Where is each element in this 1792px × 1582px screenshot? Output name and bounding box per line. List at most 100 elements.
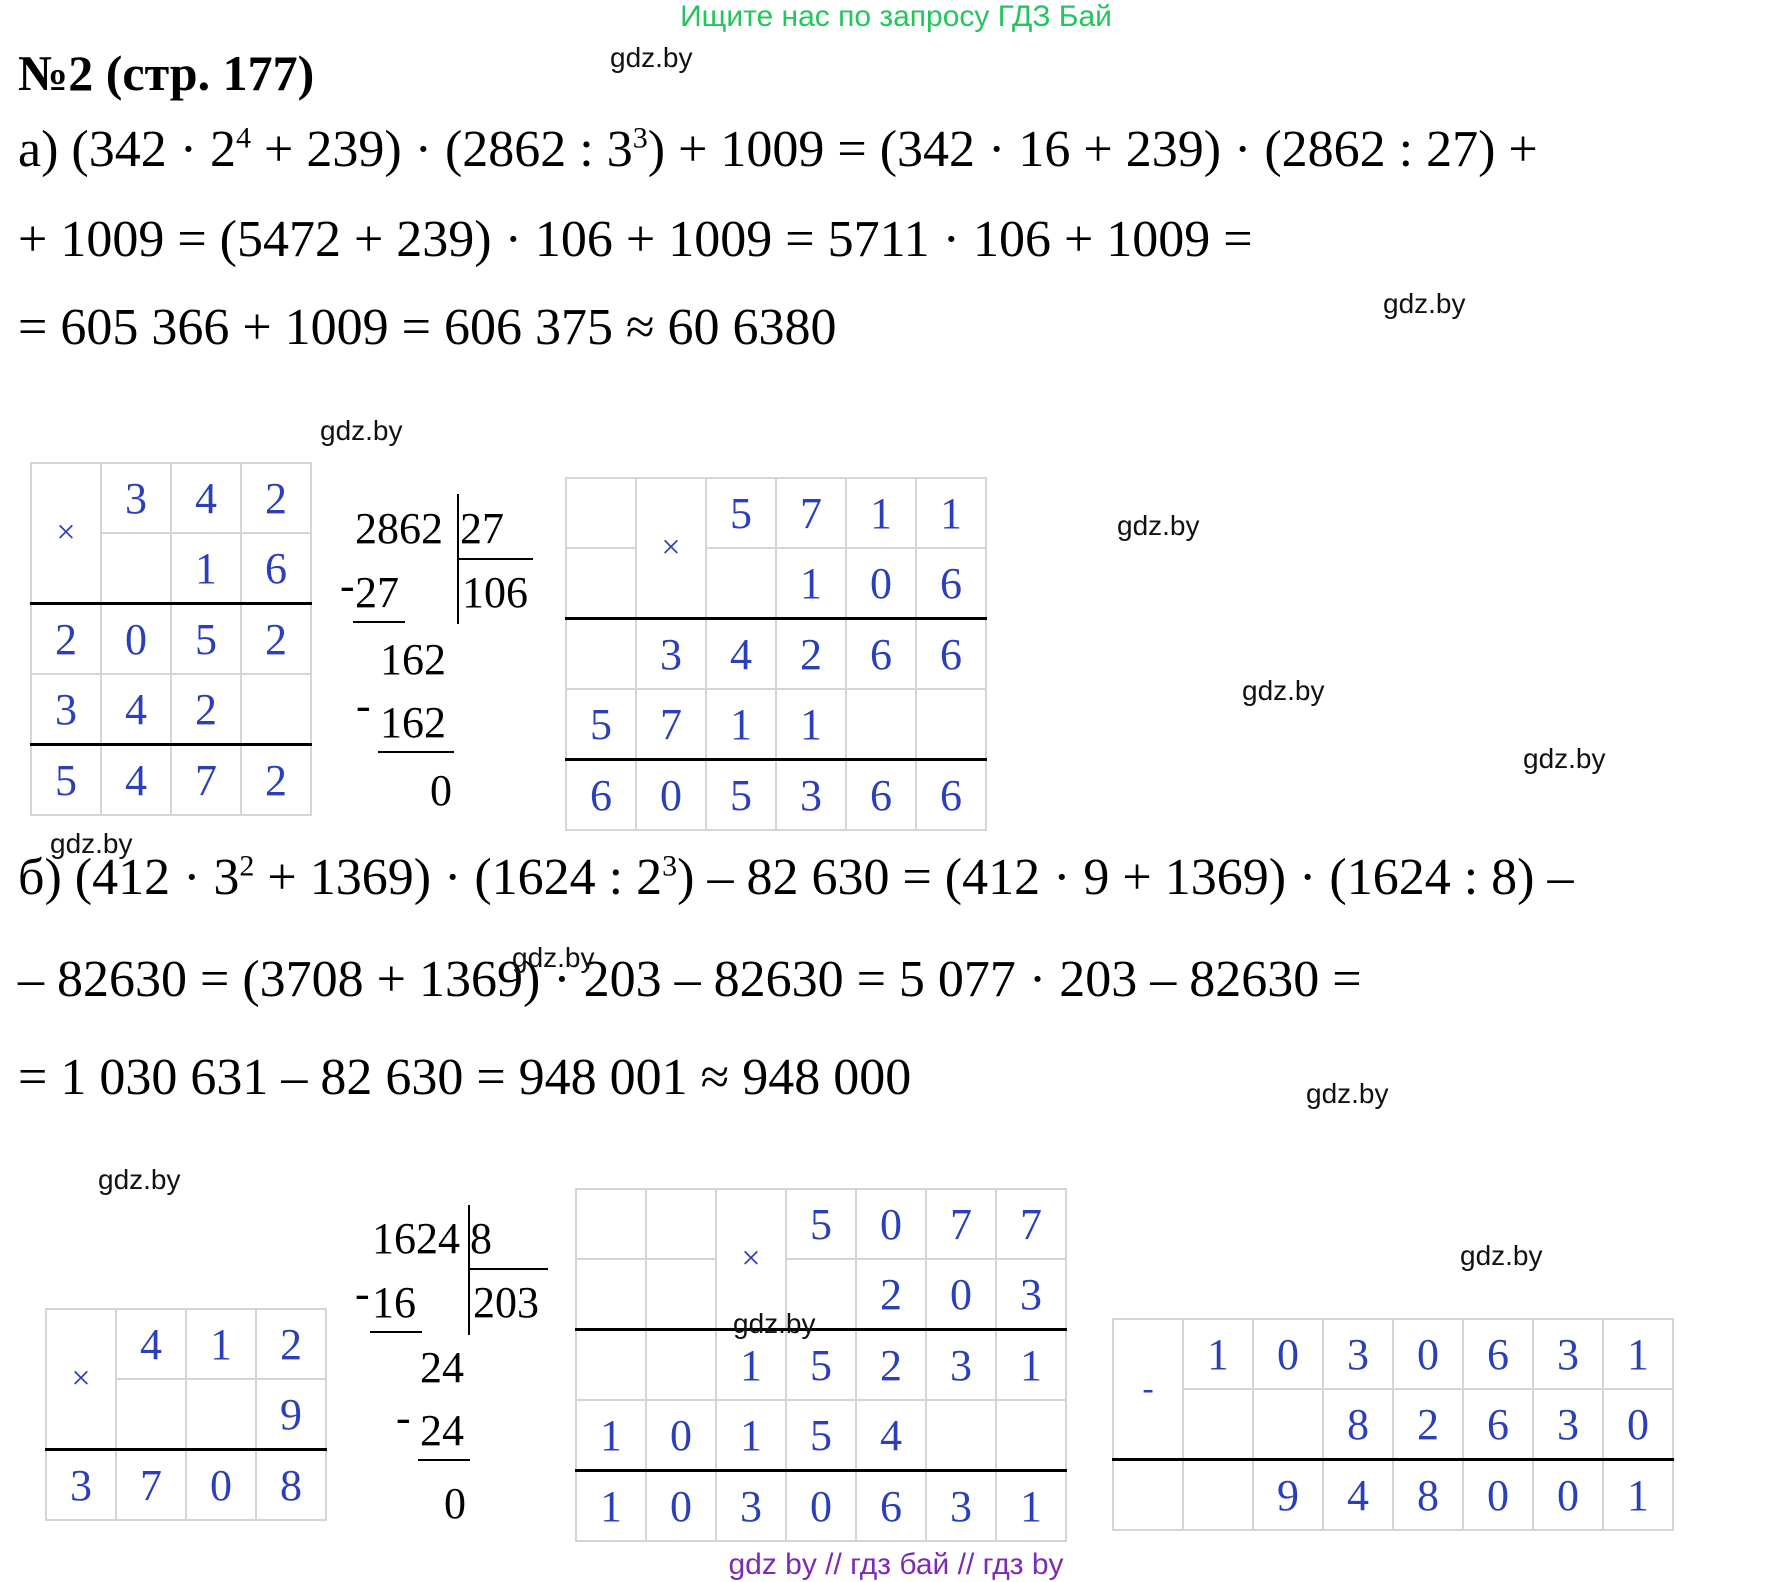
grid-cell: 6	[915, 617, 987, 690]
grid-cell: 6	[915, 758, 987, 831]
grid-cell	[240, 673, 312, 746]
grid-cell: 2	[170, 673, 242, 746]
grid-cell: 4	[115, 1308, 187, 1380]
grid-cell: 0	[645, 1399, 717, 1472]
multiply-sign: ×	[715, 1188, 787, 1331]
multiply-sign: ×	[45, 1308, 117, 1451]
grid-cell: 3	[1322, 1318, 1394, 1390]
grid-cell: 2	[255, 1308, 327, 1380]
grid-cell: 6	[845, 617, 917, 690]
grid-cell	[845, 688, 917, 761]
grid-cell: 1	[1602, 1458, 1674, 1531]
grid-cell: 6	[240, 532, 312, 605]
grid-cell: 4	[170, 462, 242, 534]
grid-cell	[100, 532, 172, 605]
grid-cell: 4	[100, 743, 172, 816]
grid-cell: 3	[45, 1448, 117, 1521]
grid-cell: 5	[170, 602, 242, 675]
grid-cell: 3	[1532, 1388, 1604, 1461]
part-b-line-1: б) (412 · 32 + 1369) · (1624 : 23) – 82 …	[18, 849, 1574, 906]
grid-cell: 5	[30, 743, 102, 816]
grid-cell: 2	[30, 602, 102, 675]
grid-cell: 0	[1602, 1388, 1674, 1461]
grid-cell	[785, 1258, 857, 1331]
grid-cell	[645, 1188, 717, 1260]
grid-cell: 1	[715, 1328, 787, 1401]
grid-cell: 0	[855, 1188, 927, 1260]
grid-cell: 6	[845, 758, 917, 831]
grid-cell: 3	[1532, 1318, 1604, 1390]
grid-cell: 2	[775, 617, 847, 690]
grid-cell: 6	[855, 1469, 927, 1542]
grid-cell: 5	[705, 477, 777, 549]
grid-cell: 3	[715, 1469, 787, 1542]
grid-cell: 3	[30, 673, 102, 746]
grid-cell: 2	[1392, 1388, 1464, 1461]
grid-cell: 7	[170, 743, 242, 816]
part-a-line-1: а) (342 · 24 + 239) · (2862 : 33) + 1009…	[18, 121, 1538, 178]
grid-cell: 0	[1462, 1458, 1534, 1531]
watermark: gdz.by	[320, 415, 403, 446]
grid-cell: 7	[995, 1188, 1067, 1260]
banner[interactable]: Ищите нас по запросу ГДЗ Бай	[680, 0, 1112, 33]
grid-cell: 5	[785, 1188, 857, 1260]
grid-cell	[185, 1378, 257, 1451]
grid-cell: 4	[100, 673, 172, 746]
grid-cell: 3	[925, 1328, 997, 1401]
grid-cell: 1	[995, 1328, 1067, 1401]
grid-cell: 0	[785, 1469, 857, 1542]
watermark: gdz.by	[1242, 675, 1325, 706]
watermark: gdz.by	[1383, 288, 1466, 319]
part-b-line-3: = 1 030 631 – 82 630 = 948 001 ≈ 948 000	[18, 1049, 912, 1106]
grid-cell	[575, 1328, 647, 1401]
grid-cell: 0	[1392, 1318, 1464, 1390]
grid-cell	[575, 1258, 647, 1331]
grid-cell: 1	[995, 1469, 1067, 1542]
multiply-sign: ×	[30, 462, 102, 605]
grid-cell: 6	[565, 758, 637, 831]
grid-cell	[645, 1328, 717, 1401]
grid-cell: 6	[915, 547, 987, 620]
grid-cell: 2	[855, 1328, 927, 1401]
grid-cell: 7	[115, 1448, 187, 1521]
grid-cell	[915, 688, 987, 761]
grid-cell: 5	[565, 688, 637, 761]
grid-cell: 1	[1182, 1318, 1254, 1390]
page-title: №2 (стр. 177)	[18, 45, 315, 101]
grid-cell	[1182, 1388, 1254, 1461]
grid-cell: 1	[915, 477, 987, 549]
grid-cell: 0	[635, 758, 707, 831]
grid-cell: 4	[1322, 1458, 1394, 1531]
grid-cell: 2	[240, 602, 312, 675]
grid-cell: 0	[1532, 1458, 1604, 1531]
grid-cell: 0	[1252, 1318, 1324, 1390]
grid-cell	[115, 1378, 187, 1451]
grid-cell: 9	[255, 1378, 327, 1451]
grid-cell	[705, 547, 777, 620]
grid-cell: 7	[635, 688, 707, 761]
watermark: gdz.by	[98, 1164, 181, 1195]
part-b-line-2: – 82630 = (3708 + 1369) · 203 – 82630 = …	[18, 951, 1362, 1008]
grid-cell: 2	[240, 743, 312, 816]
watermark: gdz.by	[1117, 510, 1200, 541]
grid-cell: 1	[775, 688, 847, 761]
grid-cell: 5	[785, 1328, 857, 1401]
grid-cell: 3	[100, 462, 172, 534]
grid-cell: 0	[100, 602, 172, 675]
grid-cell: 1	[185, 1308, 257, 1380]
grid-cell	[1252, 1388, 1324, 1461]
grid-cell: 1	[575, 1399, 647, 1472]
watermark: gdz.by	[733, 1308, 816, 1339]
grid-cell: 2	[240, 462, 312, 534]
grid-cell: 1	[775, 547, 847, 620]
grid-cell	[575, 1188, 647, 1260]
footer-links[interactable]: gdz by // гдз бай // гдз by	[728, 1548, 1064, 1581]
grid-cell: 3	[635, 617, 707, 690]
grid-cell: 1	[705, 688, 777, 761]
grid-cell	[1182, 1458, 1254, 1531]
